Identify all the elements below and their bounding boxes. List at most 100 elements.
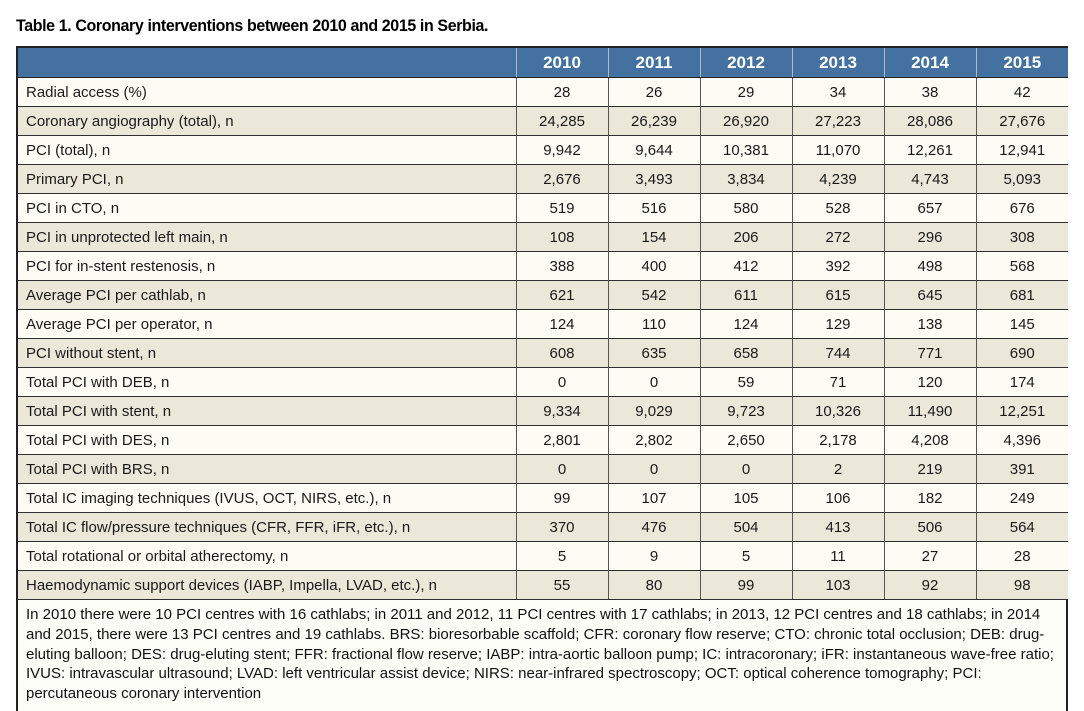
table-frame: 2010 2011 2012 2013 2014 2015 Radial access (… bbox=[16, 46, 1068, 711]
value-cell: 249 bbox=[975, 483, 1068, 513]
value-cell: 219 bbox=[883, 454, 976, 484]
value-cell: 580 bbox=[699, 193, 792, 223]
table-row: PCI for in-stent restenosis, n 388 400 412 3… bbox=[18, 251, 1068, 281]
value-cell: 26 bbox=[607, 77, 700, 107]
value-cell: 27,676 bbox=[975, 106, 1068, 136]
value-cell: 0 bbox=[515, 454, 608, 484]
value-cell: 2,801 bbox=[515, 425, 608, 455]
row-label: Total PCI with BRS, n bbox=[18, 454, 516, 484]
row-label: Average PCI per operator, n bbox=[18, 309, 516, 339]
value-cell: 0 bbox=[699, 454, 792, 484]
value-cell: 608 bbox=[515, 338, 608, 368]
value-cell: 98 bbox=[975, 570, 1068, 599]
table-row: Total PCI with DES, n 2,801 2,802 2,650 2,17… bbox=[18, 425, 1068, 455]
value-cell: 4,239 bbox=[791, 164, 884, 194]
value-cell: 5 bbox=[699, 541, 792, 571]
value-cell: 9,029 bbox=[607, 396, 700, 426]
value-cell: 413 bbox=[791, 512, 884, 542]
row-label: PCI in CTO, n bbox=[18, 193, 516, 223]
value-cell: 392 bbox=[791, 251, 884, 281]
value-cell: 10,381 bbox=[699, 135, 792, 165]
value-cell: 92 bbox=[883, 570, 976, 599]
value-cell: 615 bbox=[791, 280, 884, 310]
value-cell: 105 bbox=[699, 483, 792, 513]
table-header: 2010 2011 2012 2013 2014 2015 bbox=[18, 48, 1068, 78]
row-label: Total rotational or orbital atherectomy,… bbox=[18, 541, 516, 571]
row-label: PCI (total), n bbox=[18, 135, 516, 165]
value-cell: 676 bbox=[975, 193, 1068, 223]
value-cell: 99 bbox=[515, 483, 608, 513]
value-cell: 296 bbox=[883, 222, 976, 252]
value-cell: 59 bbox=[699, 367, 792, 397]
value-cell: 27 bbox=[883, 541, 976, 571]
row-label: Total PCI with DEB, n bbox=[18, 367, 516, 397]
value-cell: 28 bbox=[515, 77, 608, 107]
value-cell: 107 bbox=[607, 483, 700, 513]
value-cell: 516 bbox=[607, 193, 700, 223]
value-cell: 611 bbox=[699, 280, 792, 310]
value-cell: 12,261 bbox=[883, 135, 976, 165]
value-cell: 182 bbox=[883, 483, 976, 513]
value-cell: 9 bbox=[607, 541, 700, 571]
value-cell: 388 bbox=[515, 251, 608, 281]
value-cell: 308 bbox=[975, 222, 1068, 252]
value-cell: 42 bbox=[975, 77, 1068, 107]
table-row: Total rotational or orbital atherectomy,… bbox=[18, 541, 1068, 571]
table-row: PCI (total), n 9,942 9,644 10,381 11,070 12,2… bbox=[18, 135, 1068, 165]
row-label: Coronary angiography (total), n bbox=[18, 106, 516, 136]
value-cell: 11,490 bbox=[883, 396, 976, 426]
table-row: Total PCI with BRS, n 0 0 0 2 219 391 bbox=[18, 454, 1068, 484]
row-label: PCI for in-stent restenosis, n bbox=[18, 251, 516, 281]
table-row: Coronary angiography (total), n 24,285 26,… bbox=[18, 106, 1068, 136]
year-header-2012: 2012 bbox=[699, 48, 792, 78]
value-cell: 4,743 bbox=[883, 164, 976, 194]
value-cell: 771 bbox=[883, 338, 976, 368]
value-cell: 2,650 bbox=[699, 425, 792, 455]
value-cell: 370 bbox=[515, 512, 608, 542]
value-cell: 542 bbox=[607, 280, 700, 310]
value-cell: 690 bbox=[975, 338, 1068, 368]
value-cell: 24,285 bbox=[515, 106, 608, 136]
value-cell: 568 bbox=[975, 251, 1068, 281]
value-cell: 34 bbox=[791, 77, 884, 107]
row-label: Total PCI with stent, n bbox=[18, 396, 516, 426]
table-row: Haemodynamic support devices (IABP, Impe… bbox=[18, 570, 1068, 599]
value-cell: 120 bbox=[883, 367, 976, 397]
value-cell: 9,723 bbox=[699, 396, 792, 426]
value-cell: 26,239 bbox=[607, 106, 700, 136]
value-cell: 476 bbox=[607, 512, 700, 542]
value-cell: 3,834 bbox=[699, 164, 792, 194]
value-cell: 9,644 bbox=[607, 135, 700, 165]
value-cell: 12,251 bbox=[975, 396, 1068, 426]
value-cell: 124 bbox=[515, 309, 608, 339]
value-cell: 400 bbox=[607, 251, 700, 281]
year-header-2014: 2014 bbox=[883, 48, 976, 78]
row-label: Total IC flow/pressure techniques (CFR, … bbox=[18, 512, 516, 542]
value-cell: 658 bbox=[699, 338, 792, 368]
value-cell: 154 bbox=[607, 222, 700, 252]
table-row: Total IC imaging techniques (IVUS, OCT, … bbox=[18, 483, 1068, 513]
value-cell: 80 bbox=[607, 570, 700, 599]
value-cell: 0 bbox=[515, 367, 608, 397]
table-body: Radial access (%) 28 26 29 34 38 42 Coronary an… bbox=[18, 77, 1068, 599]
value-cell: 138 bbox=[883, 309, 976, 339]
value-cell: 106 bbox=[791, 483, 884, 513]
value-cell: 28 bbox=[975, 541, 1068, 571]
table-row: Average PCI per operator, n 124 110 124 129 1… bbox=[18, 309, 1068, 339]
row-label: PCI without stent, n bbox=[18, 338, 516, 368]
value-cell: 26,920 bbox=[699, 106, 792, 136]
table-header-row: 2010 2011 2012 2013 2014 2015 bbox=[18, 48, 1068, 78]
year-header-2013: 2013 bbox=[791, 48, 884, 78]
value-cell: 129 bbox=[791, 309, 884, 339]
value-cell: 5,093 bbox=[975, 164, 1068, 194]
table-row: Primary PCI, n 2,676 3,493 3,834 4,239 4,743 5… bbox=[18, 164, 1068, 194]
table-row: Average PCI per cathlab, n 621 542 611 615 64… bbox=[18, 280, 1068, 310]
value-cell: 564 bbox=[975, 512, 1068, 542]
value-cell: 4,208 bbox=[883, 425, 976, 455]
value-cell: 635 bbox=[607, 338, 700, 368]
row-label: PCI in unprotected left main, n bbox=[18, 222, 516, 252]
value-cell: 504 bbox=[699, 512, 792, 542]
coronary-interventions-table: 2010 2011 2012 2013 2014 2015 Radial access (… bbox=[18, 48, 1068, 599]
value-cell: 27,223 bbox=[791, 106, 884, 136]
row-label: Haemodynamic support devices (IABP, Impe… bbox=[18, 570, 516, 599]
